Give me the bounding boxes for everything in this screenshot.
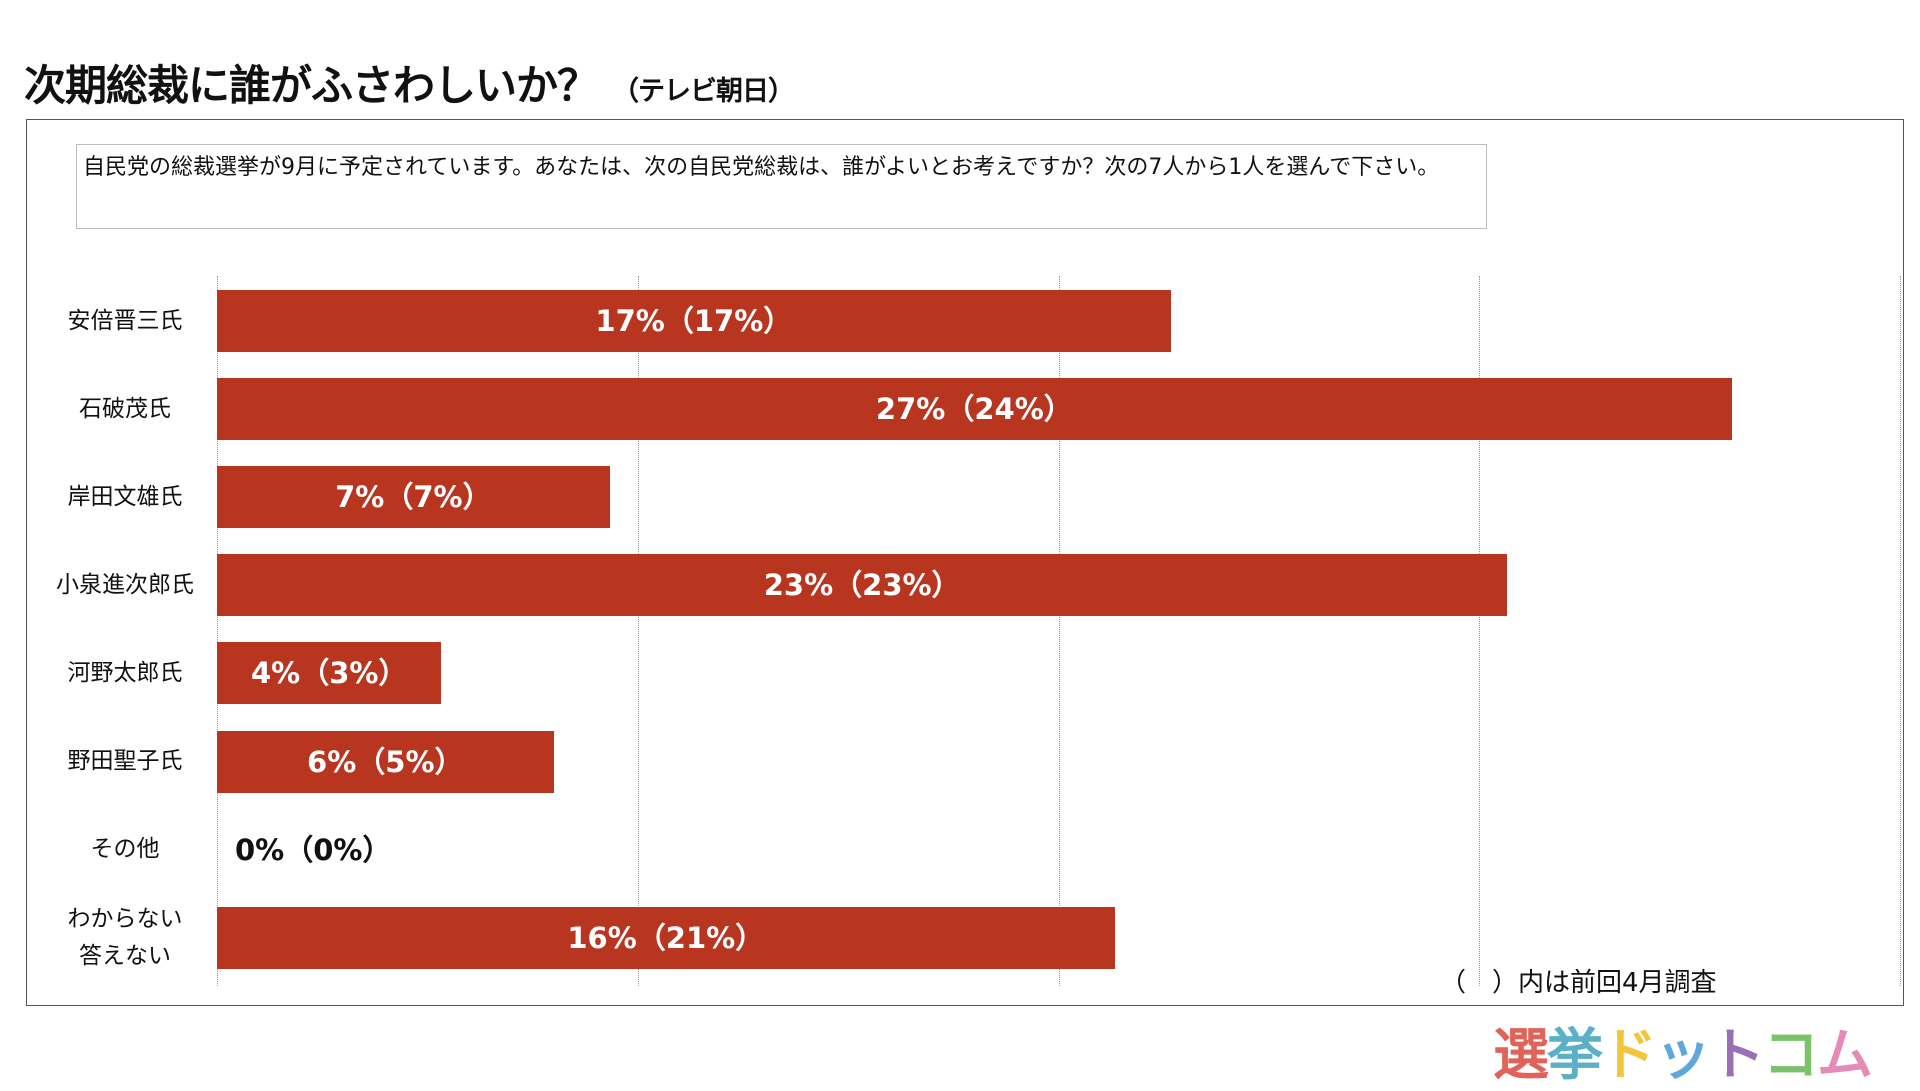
- bar: [217, 378, 1732, 441]
- category-label: 岸田文雄氏: [67, 483, 183, 510]
- category-label: 石破茂氏: [79, 395, 171, 422]
- data-label: 17%（17%）: [595, 304, 793, 338]
- gridline: [1900, 276, 1901, 986]
- bar: [217, 290, 1171, 352]
- category-label: わからない 答えない: [67, 905, 183, 969]
- data-label: 16%（21%）: [567, 920, 765, 955]
- gridline: [217, 276, 218, 986]
- source-label: （テレビ朝日）: [612, 76, 795, 107]
- category-label: 安倍晋三氏: [67, 307, 183, 334]
- question-box: 自民党の総裁選挙が9月に予定されています。あなたは、次の自民党総裁は、誰がよいと…: [76, 144, 1487, 229]
- bar: [217, 906, 1115, 969]
- footnote: （ ）内は前回4月調査: [1440, 968, 1717, 998]
- gridline: [1058, 276, 1060, 986]
- logo-glyph: コ: [1763, 1023, 1819, 1088]
- category-label: その他: [90, 836, 160, 863]
- chart-frame: [26, 119, 1904, 1006]
- logo-glyph: ド: [1601, 1023, 1657, 1088]
- logo-glyph: 選: [1493, 1023, 1549, 1088]
- category-label: 野田聖子氏: [67, 748, 183, 774]
- logo-glyph: 挙: [1547, 1023, 1603, 1088]
- bar: [217, 466, 610, 529]
- logo-glyph: ッ: [1655, 1023, 1711, 1088]
- gridline: [1479, 276, 1481, 986]
- bar: [217, 554, 1508, 617]
- data-label: 6%（5%）: [307, 744, 464, 779]
- bar: [217, 730, 554, 793]
- bar: [217, 642, 442, 705]
- category-label: 河野太郎氏: [67, 659, 183, 686]
- logo: 選挙ドットコム: [1493, 1010, 1873, 1091]
- data-label: 7%（7%）: [335, 480, 492, 515]
- logo-glyph: ム: [1817, 1023, 1873, 1088]
- title-text: 次期総裁に誰がふさわしいか？: [24, 61, 599, 110]
- data-label: 0%（0%）: [235, 832, 392, 867]
- logo-glyph: ト: [1709, 1023, 1765, 1088]
- data-label: 4%（3%）: [250, 656, 408, 691]
- category-label: 小泉進次郎氏: [56, 571, 194, 598]
- chart-title: 次期総裁に誰がふさわしいか？ （テレビ朝日）: [24, 52, 795, 113]
- data-label: 27%（24%）: [875, 392, 1073, 427]
- data-label: 23%（23%）: [763, 568, 961, 603]
- gridline: [637, 276, 639, 986]
